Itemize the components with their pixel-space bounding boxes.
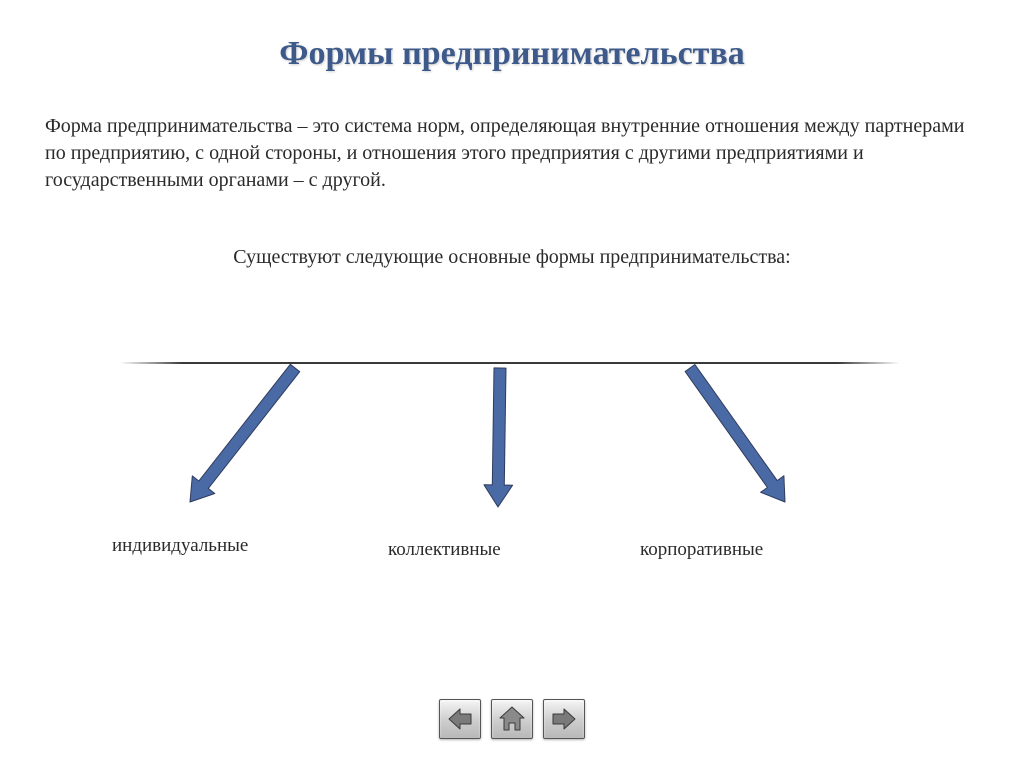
branch-label: индивидуальные <box>112 535 248 557</box>
definition-text: Форма предпринимательства – это система … <box>45 113 979 194</box>
next-button[interactable] <box>543 699 585 739</box>
home-icon <box>498 705 526 733</box>
forward-arrow-icon <box>551 707 577 731</box>
nav-button-group <box>0 699 1024 739</box>
home-button[interactable] <box>491 699 533 739</box>
prev-button[interactable] <box>439 699 481 739</box>
branch-label: корпоративные <box>640 539 763 561</box>
back-arrow-icon <box>447 707 473 731</box>
slide-title: Формы предпринимательства <box>0 0 1024 73</box>
subheading-text: Существуют следующие основные формы пред… <box>233 246 790 269</box>
branch-label: коллективные <box>388 539 501 561</box>
subheading-container: Существуют следующие основные формы пред… <box>0 246 1024 269</box>
